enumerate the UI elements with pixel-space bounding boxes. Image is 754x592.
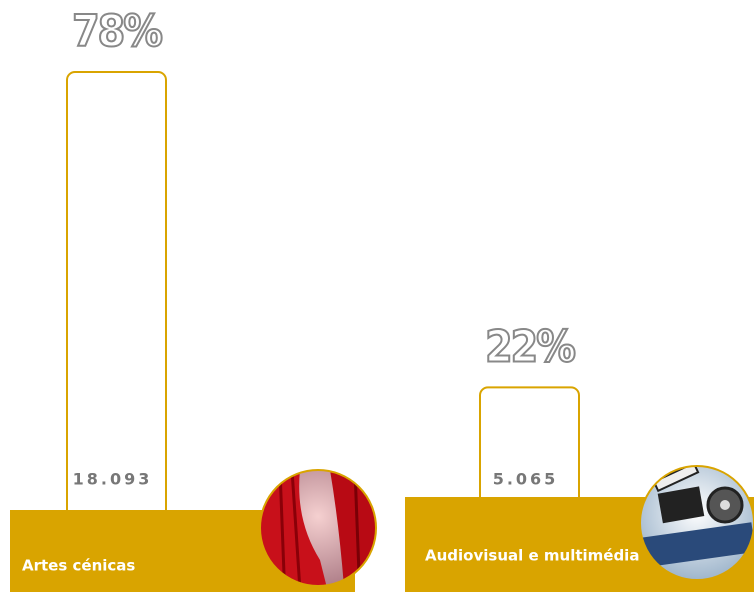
bar [66,71,167,531]
film-icon [640,466,754,580]
share-label: 78% [72,6,162,57]
value-label: 18.093 [73,470,153,489]
icon-border [259,469,377,587]
curtain-icon [260,470,376,586]
category-label: Artes cénicas [22,557,135,575]
value-label: 5.065 [493,470,559,489]
icon-border [639,465,754,581]
share-label: 22% [485,321,575,372]
category-label: Audiovisual e multimédia [425,547,639,565]
